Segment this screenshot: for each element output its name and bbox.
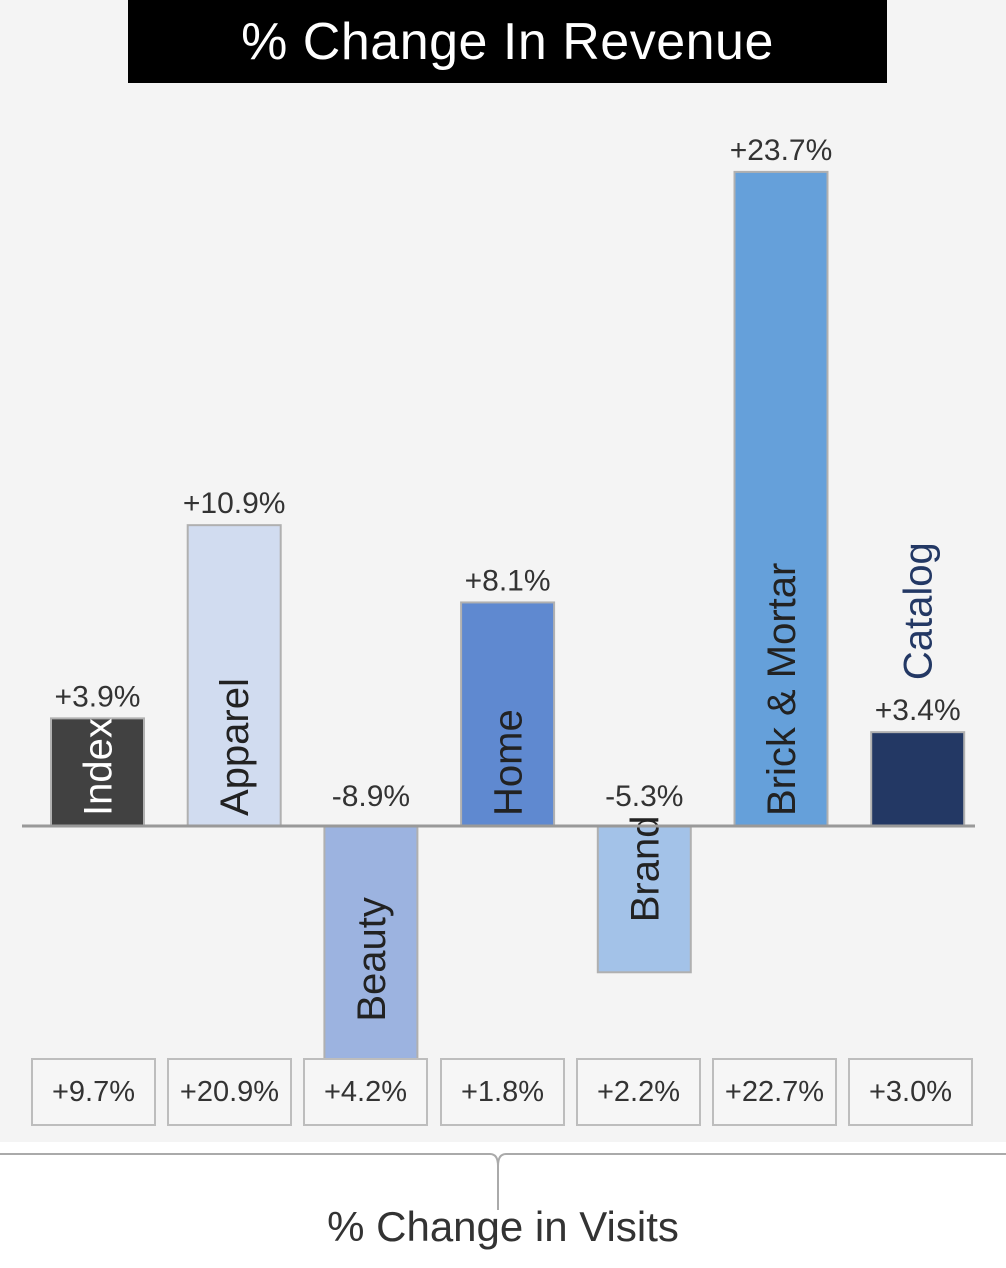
value-label-catalog: +3.4% <box>875 694 961 727</box>
value-label-home: +8.1% <box>465 564 551 597</box>
chart-title: % Change In Revenue <box>128 0 887 83</box>
bar-brick-mortar <box>733 170 829 827</box>
visits-box-brick-mortar: +22.7% <box>712 1058 837 1126</box>
value-label-brick-mortar: +23.7% <box>730 134 833 167</box>
value-label-beauty: -8.9% <box>332 780 410 813</box>
visits-box-brand: +2.2% <box>576 1058 701 1126</box>
visits-label: % Change in Visits <box>327 1203 679 1250</box>
value-label-apparel: +10.9% <box>183 487 286 520</box>
visits-box-index: +9.7% <box>31 1058 156 1126</box>
bar-brand <box>596 825 692 974</box>
category-label-home: Home <box>487 709 531 816</box>
category-label-beauty: Beauty <box>350 897 394 1022</box>
category-label-apparel: Apparel <box>213 678 257 816</box>
chart-panel <box>0 0 1006 1142</box>
visits-box-apparel: +20.9% <box>167 1058 292 1126</box>
visits-box-catalog: +3.0% <box>848 1058 973 1126</box>
category-label-brand: Brand <box>623 816 667 923</box>
category-label-brick-mortar: Brick & Mortar <box>760 563 804 816</box>
bar-index <box>50 717 145 827</box>
bar-catalog <box>870 731 966 827</box>
revenue-bar-chart: +3.9% Index +10.9% Apparel -8.9% Beauty +8.1% H… <box>22 134 975 1073</box>
category-label-catalog: Catalog <box>897 542 941 680</box>
visits-bracket <box>0 1153 1006 1210</box>
visits-box-beauty: +4.2% <box>303 1058 428 1126</box>
value-label-index: +3.9% <box>55 680 141 713</box>
category-label-index: Index <box>77 718 121 816</box>
visits-box-home: +1.8% <box>440 1058 565 1126</box>
value-label-brand: -5.3% <box>605 780 683 813</box>
